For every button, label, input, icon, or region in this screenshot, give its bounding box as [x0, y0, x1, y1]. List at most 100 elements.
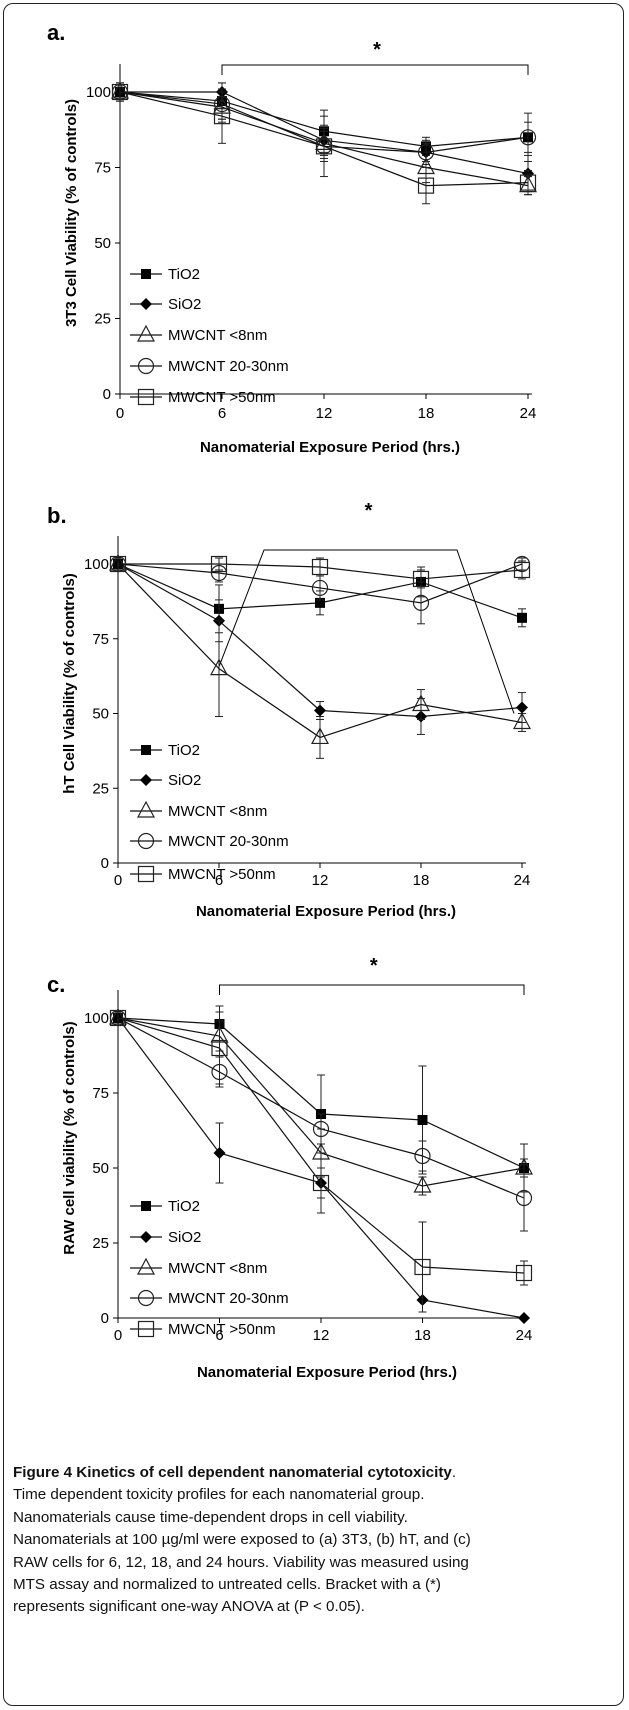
mwcnt-8nm-point	[210, 658, 228, 676]
caption-title-end: .	[451, 1464, 457, 1481]
series-mwcnt-50nm	[109, 555, 531, 589]
x-tick-label: 6	[218, 405, 226, 422]
mwcnt-50nm-point	[414, 1258, 431, 1276]
mwcnt-50nm-point	[137, 1320, 155, 1338]
legend-label: MWCNT >50nm	[168, 1321, 276, 1338]
y-tick-label: 75	[94, 160, 111, 177]
x-tick-label: 24	[514, 872, 531, 889]
y-tick-label: 0	[103, 386, 111, 403]
x-tick-label: 12	[316, 405, 333, 422]
figure-frame	[3, 3, 624, 1706]
x-tick-label: 0	[116, 405, 124, 422]
x-tick-label: 24	[520, 405, 537, 422]
legend-label: MWCNT >50nm	[168, 866, 276, 883]
sio2-point	[314, 704, 326, 717]
tio2-point	[141, 745, 151, 755]
mwcnt-20-30nm-point	[519, 129, 537, 146]
legend-label: SiO2	[168, 772, 201, 789]
x-axis-title: Nanomaterial Exposure Period (hrs.)	[200, 439, 460, 456]
mwcnt-50nm-point	[417, 177, 435, 194]
x-axis-title: Nanomaterial Exposure Period (hrs.)	[197, 1364, 457, 1381]
caption-line: represents significant one-way ANOVA at …	[13, 1598, 365, 1616]
legend-label: SiO2	[168, 1229, 201, 1246]
mwcnt-8nm-point	[413, 1175, 432, 1193]
mwcnt-50nm-point	[519, 174, 537, 191]
chart-panel-3: c. 0 25 50 75 100 0 6 12 18 24 Nanomaterial Exposur…	[47, 955, 533, 1381]
y-axis-title: RAW cell viability (% of controls)	[61, 1021, 78, 1254]
mwcnt-20-30nm-point	[137, 1289, 155, 1307]
sio2-point	[213, 1147, 226, 1159]
mwcnt-20-30nm-point	[312, 1120, 330, 1138]
panel-label: b.	[47, 503, 67, 528]
figure-caption: Figure 4 Kinetics of cell dependent nano…	[13, 1462, 613, 1619]
tio2-point	[417, 1115, 428, 1125]
y-tick-label: 25	[92, 1235, 109, 1252]
y-tick-label: 0	[101, 855, 109, 872]
mwcnt-50nm-point	[109, 1009, 127, 1027]
y-tick-label: 100	[84, 556, 109, 573]
y-tick-label: 50	[92, 706, 109, 723]
x-tick-label: 0	[114, 1327, 122, 1344]
mwcnt-50nm-point	[315, 138, 333, 155]
y-tick-label: 25	[94, 311, 111, 328]
mwcnt-50nm-point	[213, 108, 231, 125]
x-tick-label: 12	[313, 1327, 330, 1344]
caption-title-line: Figure 4 Kinetics of cell dependent nano…	[13, 1462, 613, 1484]
x-tick-label: 6	[215, 1327, 223, 1344]
figure-charts: a. 0 25 50 75 100 0 6 12 18 24 Nanomaterial Exposur…	[47, 20, 537, 1381]
sio2-point	[518, 1312, 530, 1324]
x-tick-label: 0	[114, 872, 122, 889]
y-tick-label: 100	[84, 1010, 109, 1027]
mwcnt-8nm-point	[312, 1142, 330, 1160]
mwcnt-50nm-point	[311, 558, 329, 576]
x-tick-label: 18	[413, 872, 430, 889]
mwcnt-8nm-point	[137, 324, 155, 342]
mwcnt-50nm-point	[109, 555, 127, 573]
mwcnt-50nm-point	[515, 1264, 533, 1282]
tio2-point	[315, 597, 325, 608]
chart-panel-2: b. 0 25 50 75 100 0 6 12 18 24 Nanomaterial Exposur…	[47, 500, 531, 920]
legend-label: SiO2	[168, 296, 201, 313]
mwcnt-20-30nm-point	[414, 1147, 431, 1165]
legend-label: MWCNT 20-30nm	[168, 1290, 289, 1307]
caption-line: Nanomaterials cause time-dependent drops…	[13, 1508, 408, 1526]
x-tick-label: 18	[414, 1327, 431, 1344]
series-mwcnt-50nm	[111, 82, 537, 205]
sio2-point	[140, 774, 152, 786]
mwcnt-8nm-point	[311, 727, 329, 745]
x-tick-label: 18	[418, 405, 435, 422]
tio2-point	[141, 1201, 151, 1211]
y-tick-label: 50	[94, 235, 111, 252]
mwcnt-20-30nm-point	[417, 144, 435, 161]
caption-line: MTS assay and normalized to untreated ce…	[13, 1576, 441, 1594]
sio2-point	[140, 1231, 152, 1243]
mwcnt-50nm-point	[137, 388, 155, 406]
significance-bracket	[221, 64, 529, 75]
y-tick-label: 50	[92, 1160, 109, 1177]
legend-label: MWCNT 20-30nm	[168, 358, 289, 375]
mwcnt-50nm-point	[211, 1039, 228, 1057]
y-tick-label: 75	[92, 631, 109, 648]
legend-label: MWCNT <8nm	[168, 1260, 267, 1277]
sio2-point	[516, 701, 528, 714]
caption-line: RAW cells for 6, 12, 18, and 24 hours. V…	[13, 1553, 469, 1571]
y-tick-label: 0	[101, 1310, 109, 1327]
x-axis-title: Nanomaterial Exposure Period (hrs.)	[196, 903, 456, 920]
y-tick-label: 25	[92, 780, 109, 797]
mwcnt-50nm-point	[312, 1174, 330, 1192]
x-tick-label: 12	[312, 872, 329, 889]
y-axis-title: hT Cell Viability (% of controls)	[61, 573, 78, 794]
mwcnt-20-30nm-point	[137, 357, 155, 375]
series-mwcnt-8nm	[109, 553, 531, 759]
y-tick-label: 100	[86, 84, 111, 101]
legend-label: MWCNT <8nm	[168, 803, 267, 820]
mwcnt-50nm-point	[412, 570, 430, 588]
legend-label: TiO2	[168, 1198, 200, 1215]
legend-label: MWCNT 20-30nm	[168, 833, 289, 850]
significance-star: *	[370, 955, 378, 977]
caption-line: Nanomaterials at 100 µg/ml were exposed …	[13, 1531, 471, 1549]
significance-bracket	[219, 984, 525, 995]
significance-bracket	[218, 549, 515, 714]
mwcnt-20-30nm-point	[311, 579, 329, 597]
mwcnt-20-30nm-point	[412, 594, 430, 611]
